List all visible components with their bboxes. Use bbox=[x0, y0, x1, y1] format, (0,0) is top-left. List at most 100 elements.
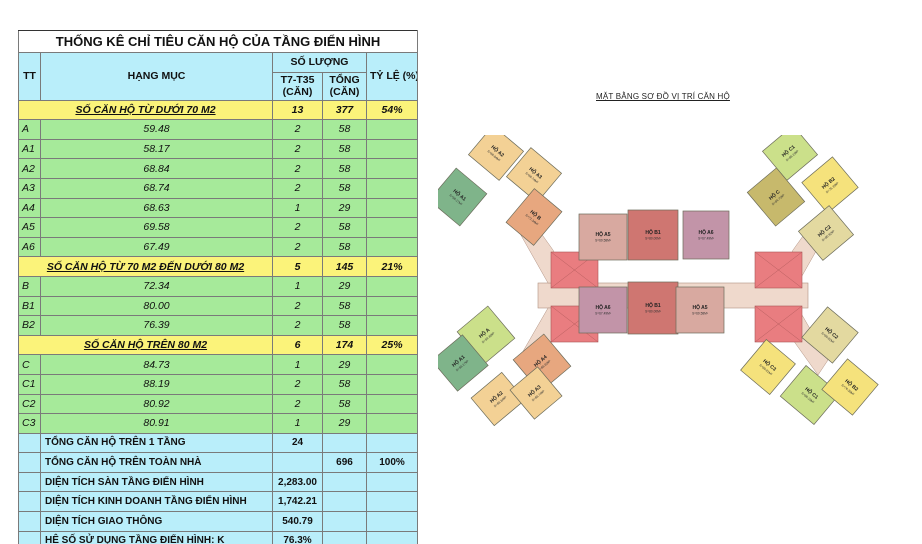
unit-area: 80.00 bbox=[40, 295, 273, 317]
unit-area: 84.73 bbox=[40, 354, 273, 375]
unit-per-floor: 2 bbox=[272, 217, 323, 238]
apartment-unit: HỘ A6S=67.49M² bbox=[578, 286, 628, 334]
unit-area: 67.49 bbox=[40, 236, 273, 258]
summary-per-floor bbox=[272, 452, 323, 473]
unit-shape bbox=[761, 135, 819, 181]
table-row: C3 80.91 1 29 bbox=[18, 413, 419, 434]
unit-id: C3 bbox=[18, 413, 41, 434]
summary-per-floor: 540.79 bbox=[272, 511, 323, 532]
group-ratio: 54% bbox=[365, 99, 419, 121]
unit-area: 58.17 bbox=[40, 138, 273, 160]
unit-id: A4 bbox=[18, 197, 41, 219]
apartment-unit: HỘ A5S=69.58M² bbox=[675, 286, 725, 334]
apartment-unit: HỘ C2S=80.92M² bbox=[801, 306, 859, 364]
summary-row: DIỆN TÍCH SÀN TẦNG ĐIỂN HÌNH 2,283.00 bbox=[18, 471, 419, 493]
unit-total: 58 bbox=[322, 295, 367, 317]
apartment-unit: HỘ A3S=68.74M² bbox=[509, 366, 563, 420]
table-title-row: THỐNG KÊ CHỈ TIÊU CĂN HỘ CỦA TẦNG ĐIỂN H… bbox=[17, 30, 419, 53]
unit-name: HỘ A5 bbox=[595, 230, 610, 238]
table-row: B 72.34 1 29 bbox=[18, 275, 419, 297]
unit-area: 68.84 bbox=[40, 158, 273, 179]
unit-shape bbox=[821, 358, 879, 416]
header-so-luong: SỐ LƯỢNG bbox=[272, 52, 367, 73]
unit-id: C bbox=[18, 354, 41, 375]
summary-blank bbox=[18, 491, 41, 513]
unit-name: HỘ A6 bbox=[698, 228, 713, 236]
summary-total: 696 bbox=[322, 452, 367, 473]
unit-shape bbox=[505, 147, 563, 203]
apartment-unit: HỘ BS=72.34M² bbox=[505, 188, 563, 246]
table-row: A2 68.84 2 58 bbox=[18, 158, 419, 179]
summary-per-floor: 76.3% bbox=[272, 530, 323, 544]
unit-area: 59.48 bbox=[40, 119, 273, 140]
group-total: 145 bbox=[322, 256, 367, 277]
unit-id: A2 bbox=[18, 158, 41, 179]
summary-label: TỔNG CĂN HỘ TRÊN 1 TẦNG bbox=[40, 432, 273, 454]
unit-per-floor: 2 bbox=[272, 138, 323, 160]
unit-id: A1 bbox=[18, 138, 41, 160]
summary-row: DIỆN TÍCH KINH DOANH TẦNG ĐIỂN HÌNH 1,742… bbox=[18, 491, 419, 513]
apartment-unit: HỘ A2S=68.84M² bbox=[467, 135, 525, 181]
unit-shape bbox=[801, 156, 859, 214]
unit-id: A5 bbox=[18, 217, 41, 238]
summary-total bbox=[322, 471, 367, 493]
unit-ratio bbox=[365, 393, 419, 415]
summary-blank bbox=[18, 471, 41, 493]
unit-area-label: S=67.49M² bbox=[698, 237, 714, 241]
table-row: A3 68.74 2 58 bbox=[18, 177, 419, 199]
header-ty-le: TỶ LỆ (%) bbox=[365, 52, 419, 101]
summary-ratio bbox=[365, 530, 419, 544]
summary-total bbox=[322, 432, 367, 454]
summary-per-floor: 24 bbox=[272, 432, 323, 454]
unit-per-floor: 2 bbox=[272, 295, 323, 317]
unit-ratio bbox=[365, 373, 419, 395]
summary-label: TỔNG CĂN HỘ TRÊN TOÀN NHÀ bbox=[40, 452, 273, 473]
unit-area: 80.92 bbox=[40, 393, 273, 415]
header-tt: TT bbox=[18, 52, 41, 101]
summary-total bbox=[322, 530, 367, 544]
summary-ratio bbox=[365, 471, 419, 493]
apartment-unit: HỘ B2S=76.39M² bbox=[801, 156, 859, 214]
unit-id: C2 bbox=[18, 393, 41, 415]
unit-ratio bbox=[365, 158, 419, 179]
unit-shape bbox=[779, 365, 841, 425]
summary-per-floor: 2,283.00 bbox=[272, 471, 323, 493]
unit-shape bbox=[470, 371, 526, 427]
unit-ratio bbox=[365, 138, 419, 160]
unit-area: 80.91 bbox=[40, 413, 273, 434]
unit-per-floor: 2 bbox=[272, 236, 323, 258]
plan-caption: MẶT BẰNG SƠ ĐỒ VỊ TRÍ CĂN HỘ bbox=[596, 92, 730, 101]
unit-total: 29 bbox=[322, 275, 367, 297]
table-row: C 84.73 1 29 bbox=[18, 354, 419, 375]
table-row: A5 69.58 2 58 bbox=[18, 217, 419, 238]
apartment-unit: HỘ C3S=80.91M² bbox=[740, 338, 796, 396]
header-subrow: T7-T35 (CĂN) TỔNG (CĂN) bbox=[19, 71, 418, 101]
summary-ratio bbox=[365, 432, 419, 454]
unit-area: 68.63 bbox=[40, 197, 273, 219]
group-name: SỐ CĂN HỘ TỪ 70 M2 ĐẾN DƯỚI 80 M2 bbox=[18, 256, 273, 277]
unit-ratio bbox=[365, 119, 419, 140]
apartment-unit: HỘ B1S=80.00M² bbox=[627, 209, 679, 261]
unit-total: 58 bbox=[322, 158, 367, 179]
summary-blank bbox=[18, 452, 41, 473]
unit-shape bbox=[438, 167, 488, 227]
summary-total bbox=[322, 491, 367, 513]
group-per-floor: 13 bbox=[272, 99, 323, 121]
unit-total: 29 bbox=[322, 197, 367, 219]
unit-total: 58 bbox=[322, 217, 367, 238]
unit-shape bbox=[578, 213, 628, 261]
group-per-floor: 6 bbox=[272, 334, 323, 356]
unit-per-floor: 2 bbox=[272, 373, 323, 395]
summary-total bbox=[322, 511, 367, 532]
unit-area-label: S=67.49M² bbox=[595, 312, 611, 316]
summary-label: DIỆN TÍCH KINH DOANH TẦNG ĐIỂN HÌNH bbox=[40, 491, 273, 513]
summary-label: HỆ SỐ SỬ DỤNG TẦNG ĐIỂN HÌNH: K bbox=[40, 530, 273, 544]
unit-id: C1 bbox=[18, 373, 41, 395]
unit-area: 88.19 bbox=[40, 373, 273, 395]
unit-name: HỘ A6 bbox=[595, 303, 610, 311]
unit-id: B1 bbox=[18, 295, 41, 317]
unit-total: 58 bbox=[322, 138, 367, 160]
unit-per-floor: 1 bbox=[272, 197, 323, 219]
table-body: THỐNG KÊ CHỈ TIÊU CĂN HỘ CỦA TẦNG ĐIỂN H… bbox=[17, 30, 419, 544]
summary-label: DIỆN TÍCH SÀN TẦNG ĐIỂN HÌNH bbox=[40, 471, 273, 493]
